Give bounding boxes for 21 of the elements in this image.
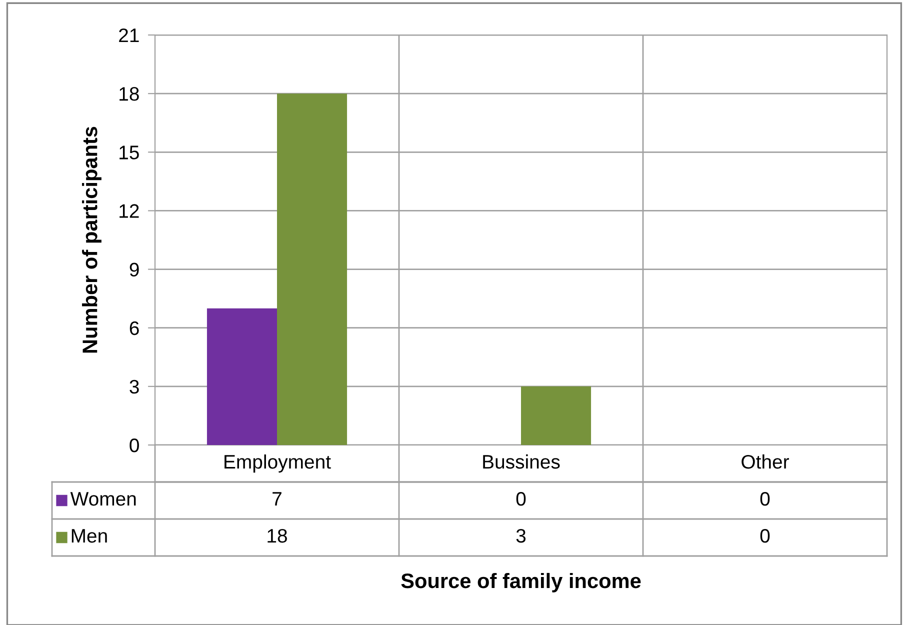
y-tick-label: 0: [130, 438, 139, 452]
data-label: 3: [516, 528, 526, 543]
legend-label: Men: [72, 529, 107, 543]
data-label: 0: [516, 492, 526, 506]
y-tick-label: 6: [130, 321, 139, 336]
x-axis-title: Source of family income: [401, 572, 641, 592]
y-tick-label: 12: [120, 204, 139, 218]
x-tick-label: Other: [742, 454, 789, 469]
y-tick-label: 21: [119, 28, 139, 42]
data-label: 0: [760, 492, 770, 506]
legend-label: Women: [70, 492, 136, 506]
y-tick-label: 3: [130, 380, 139, 394]
data-label: 18: [268, 528, 287, 543]
x-tick-label: Bussines: [483, 454, 560, 469]
data-label: 7: [272, 492, 282, 506]
y-tick-label: 15: [120, 146, 139, 160]
y-tick-label: 9: [130, 262, 139, 277]
y-tick-label: 18: [120, 87, 139, 101]
x-tick-label: Employment: [224, 454, 331, 473]
data-label: 0: [760, 528, 770, 543]
y-axis-title: Number of participants: [82, 126, 102, 353]
